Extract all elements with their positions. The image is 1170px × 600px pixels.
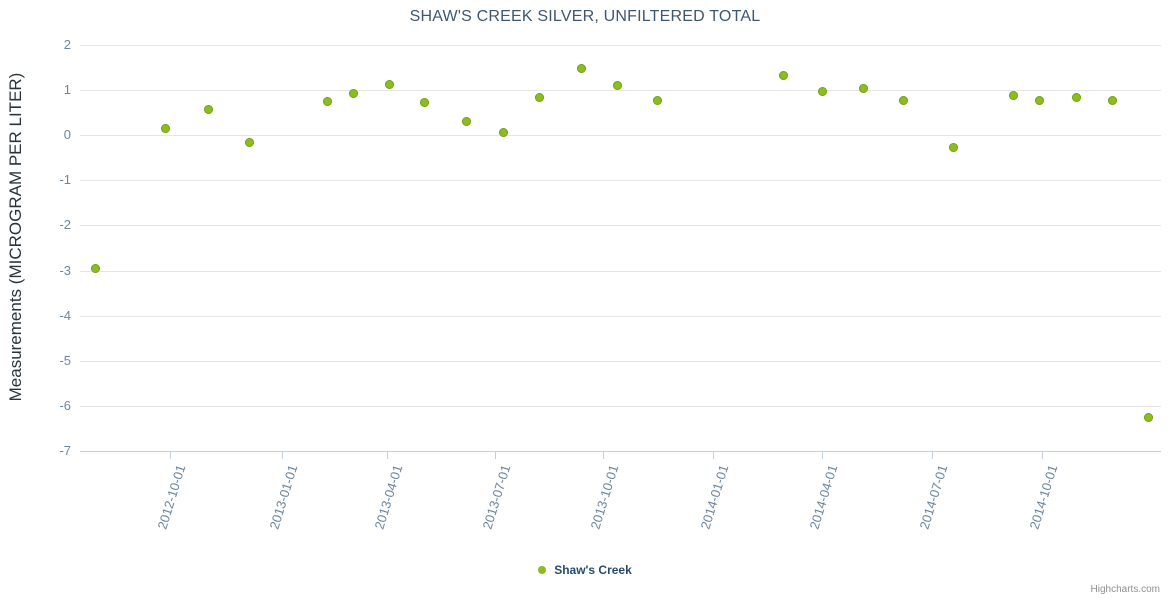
data-point[interactable]: [384, 80, 394, 90]
gridline: [80, 135, 1161, 137]
data-point[interactable]: [204, 104, 214, 114]
x-axis-tick-label: 2013-07-01: [479, 463, 514, 531]
legend-marker-icon: [538, 566, 547, 574]
gridline: [80, 180, 1161, 182]
data-point[interactable]: [1072, 93, 1082, 103]
data-point[interactable]: [612, 81, 622, 91]
legend-item[interactable]: Shaw's Creek: [538, 563, 632, 577]
y-axis-tick-label: -6: [59, 397, 71, 413]
x-axis-tick-mark: [1042, 451, 1043, 459]
x-axis-tick-label: 2014-07-01: [916, 463, 951, 531]
x-axis-tick-mark: [282, 451, 283, 459]
data-point[interactable]: [1009, 91, 1019, 101]
data-point[interactable]: [577, 64, 587, 74]
data-point[interactable]: [534, 93, 544, 103]
data-point[interactable]: [348, 89, 358, 99]
x-axis-tick-label: 2014-04-01: [806, 463, 841, 531]
data-point[interactable]: [499, 128, 509, 138]
data-point[interactable]: [948, 143, 958, 153]
y-axis-tick-label: -5: [59, 352, 71, 368]
data-point[interactable]: [859, 84, 869, 94]
data-point[interactable]: [160, 123, 170, 133]
x-axis-tick-label: 2014-10-01: [1026, 463, 1061, 531]
data-point[interactable]: [1035, 96, 1045, 106]
data-point[interactable]: [420, 98, 430, 108]
data-point[interactable]: [779, 70, 789, 80]
x-axis-tick-mark: [170, 451, 171, 459]
chart-legend: Shaw's Creek: [0, 563, 1170, 577]
gridline: [80, 451, 1161, 452]
x-axis-tick-label: 2014-01-01: [697, 463, 732, 531]
x-axis-tick-label: 2013-04-01: [371, 463, 406, 531]
gridline: [80, 225, 1161, 227]
gridline: [80, 315, 1161, 317]
x-axis-tick-mark: [822, 451, 823, 459]
gridline: [80, 45, 1161, 46]
y-axis-tick-label: 1: [63, 82, 71, 98]
y-axis-tick-label: -3: [59, 262, 71, 278]
gridline: [80, 90, 1161, 92]
y-axis-tick-label: 2: [63, 37, 71, 52]
y-axis-tick-label: -7: [59, 443, 71, 458]
x-axis-tick-mark: [603, 451, 604, 459]
chart-title: SHAW'S CREEK SILVER, UNFILTERED TOTAL: [409, 8, 761, 25]
data-point[interactable]: [323, 96, 333, 106]
data-point[interactable]: [1107, 95, 1117, 105]
data-point[interactable]: [652, 95, 662, 105]
x-axis-tick-label: 2013-01-01: [266, 463, 301, 531]
x-axis-tick-label: 2012-10-01: [154, 463, 189, 531]
x-axis-tick-label: 2013-10-01: [587, 463, 622, 531]
data-point[interactable]: [899, 95, 909, 105]
data-point[interactable]: [818, 86, 828, 96]
y-axis-tick-label: 0: [63, 127, 71, 143]
plot-area: [80, 45, 1161, 459]
legend-item-label: Shaw's Creek: [554, 563, 632, 577]
y-axis-tick-label: -2: [59, 217, 71, 233]
data-point[interactable]: [462, 116, 472, 126]
x-axis-tick-mark: [387, 451, 388, 459]
y-axis-tick-label: -1: [59, 172, 71, 188]
credits-link[interactable]: Highcharts.com: [1090, 584, 1160, 595]
x-axis-tick-mark: [932, 451, 933, 459]
gridline: [80, 360, 1161, 362]
x-axis-tick-mark: [495, 451, 496, 459]
x-axis-tick-mark: [713, 451, 714, 459]
y-axis-tick-label: -4: [59, 307, 71, 323]
gridline: [80, 270, 1161, 272]
gridline: [80, 405, 1161, 407]
data-point[interactable]: [245, 138, 255, 148]
data-point[interactable]: [90, 263, 100, 273]
data-point[interactable]: [1143, 412, 1153, 422]
